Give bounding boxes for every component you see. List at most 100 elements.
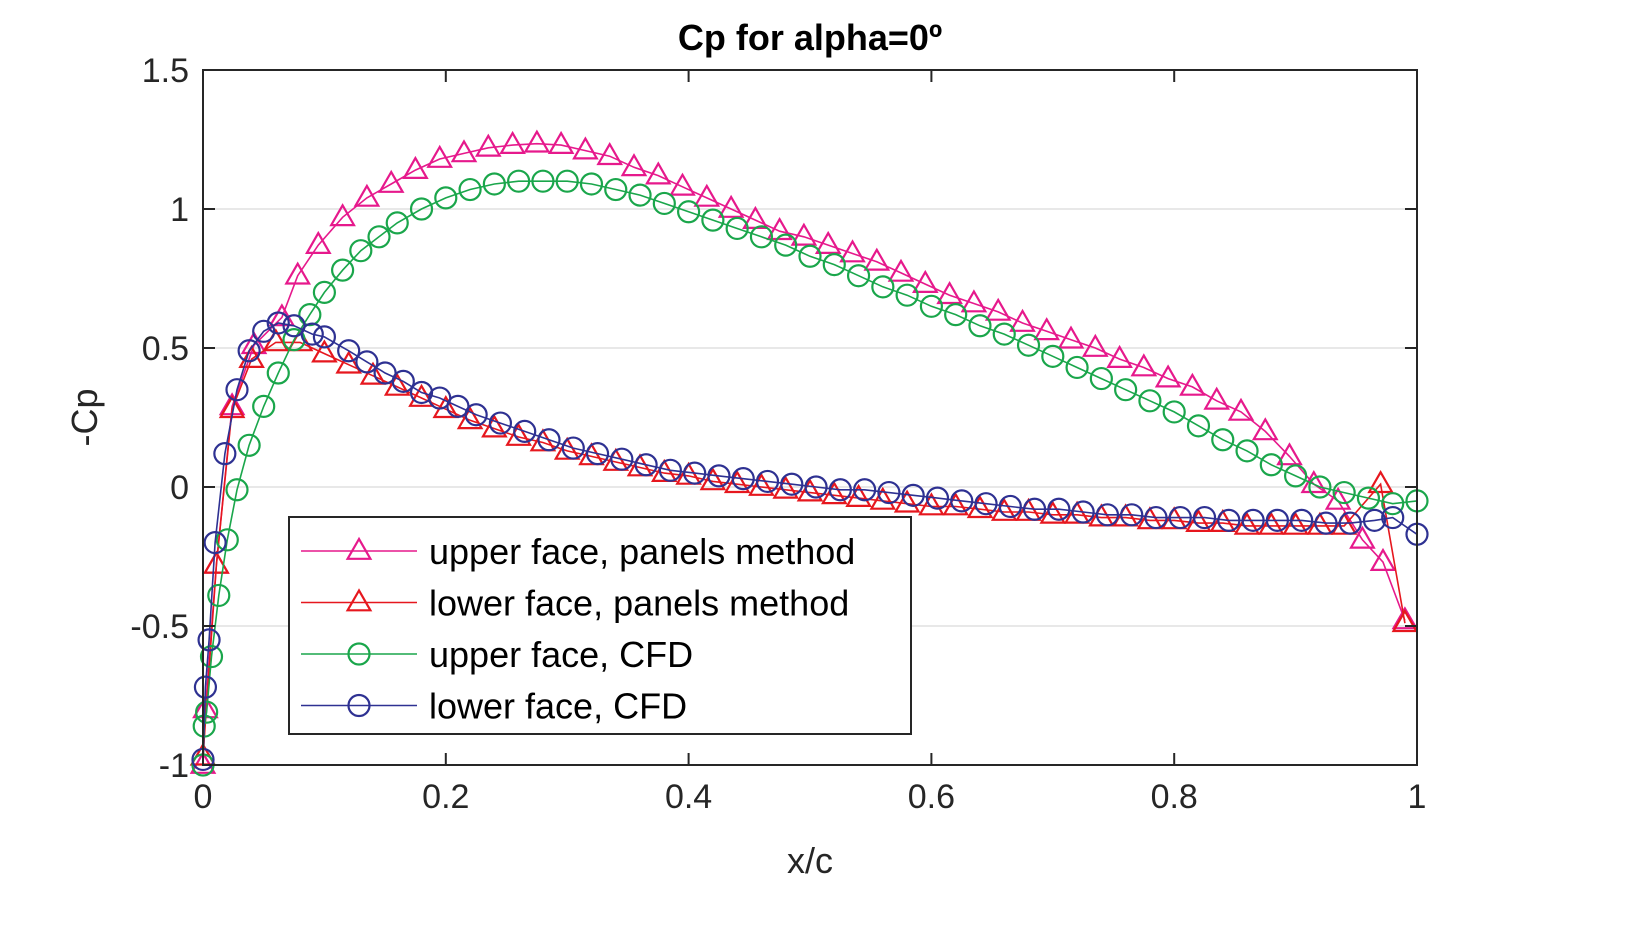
data-point	[936, 280, 963, 305]
data-point	[195, 700, 219, 724]
data-point	[723, 469, 751, 494]
legend-label: lower face, panels method	[429, 583, 849, 624]
data-point	[620, 153, 648, 177]
x-tick-label: 0.8	[1151, 778, 1198, 816]
data-point	[505, 422, 532, 446]
data-point	[1022, 497, 1047, 521]
data-point	[869, 486, 897, 510]
data-point	[1095, 503, 1120, 527]
data-point	[1162, 400, 1186, 424]
data-point	[1391, 608, 1419, 633]
data-point	[804, 475, 828, 499]
data-point	[1324, 486, 1352, 510]
data-point	[1362, 508, 1387, 532]
data-point	[507, 169, 531, 193]
data-point	[717, 194, 745, 218]
data-point	[1186, 414, 1211, 438]
data-point	[839, 239, 866, 263]
data-point	[207, 583, 231, 608]
data-point	[1227, 397, 1255, 421]
data-point	[1016, 333, 1041, 357]
data-point	[585, 442, 610, 466]
data-point	[1217, 508, 1241, 532]
data-point	[329, 203, 356, 227]
x-tick-label: 1	[1408, 778, 1427, 816]
data-point	[450, 139, 478, 163]
data-point	[1192, 505, 1217, 530]
data-point	[707, 464, 731, 488]
data-point	[1381, 492, 1405, 516]
data-point	[877, 480, 901, 505]
data-point	[1283, 464, 1308, 488]
series-layer	[189, 129, 1429, 777]
legend-label: upper face, CFD	[429, 634, 693, 675]
data-point	[1369, 547, 1397, 572]
legend-box	[288, 516, 912, 735]
data-point	[482, 172, 506, 196]
ticks	[202, 69, 1418, 766]
data-point	[1144, 505, 1168, 530]
data-point	[298, 303, 322, 327]
legend-item-3: lower face, CFD	[301, 686, 687, 727]
data-point	[499, 130, 526, 154]
data-point	[893, 489, 921, 513]
data-point	[652, 191, 676, 216]
data-point	[1106, 344, 1133, 368]
data-point	[683, 461, 707, 485]
data-point	[312, 325, 336, 349]
data-point	[513, 419, 537, 443]
data-point	[845, 483, 872, 507]
data-point	[1235, 439, 1259, 463]
tick-labels: 0 0.2 0.4 0.6 0.8 1 -1 -0.5 0 0.5 1 1.5	[130, 52, 1426, 816]
data-point	[596, 141, 624, 166]
data-point	[1349, 525, 1376, 549]
data-point	[213, 442, 237, 466]
data-point	[731, 467, 755, 491]
data-point	[481, 414, 508, 438]
legend-marker	[345, 588, 373, 612]
data-point	[193, 675, 218, 699]
data-point	[974, 492, 998, 516]
data-point	[822, 253, 846, 277]
data-point	[284, 261, 312, 285]
data-point	[1081, 333, 1109, 357]
data-point	[1114, 378, 1138, 402]
data-point	[432, 394, 460, 419]
data-point	[766, 216, 793, 241]
data-point	[1251, 417, 1279, 441]
series-line-2	[202, 180, 1418, 766]
y-axis-title: -Cp	[64, 388, 105, 446]
data-point	[349, 239, 373, 263]
data-point	[1009, 308, 1036, 332]
data-point	[676, 200, 701, 224]
data-point	[853, 478, 877, 502]
series-3	[191, 311, 1429, 772]
data-point	[699, 467, 727, 491]
data-point	[203, 550, 230, 574]
data-point	[531, 169, 555, 193]
legend-marker	[345, 536, 373, 560]
data-point	[1276, 442, 1303, 466]
data-point	[658, 458, 682, 482]
data-point	[1308, 475, 1332, 499]
data-point	[701, 208, 725, 232]
data-point	[749, 225, 774, 249]
data-point	[1265, 508, 1289, 532]
data-point	[311, 339, 338, 363]
data-point	[572, 136, 599, 160]
legend-label: upper face, panels method	[429, 531, 855, 572]
data-point	[610, 447, 634, 471]
data-point	[1211, 428, 1235, 452]
data-point	[1168, 505, 1192, 530]
data-point	[237, 433, 261, 457]
data-point	[1057, 325, 1085, 349]
data-point	[944, 303, 968, 327]
data-point	[984, 297, 1012, 321]
data-point	[1259, 453, 1283, 477]
data-point	[266, 361, 290, 385]
data-point	[798, 244, 822, 268]
y-tick-label: 1.5	[142, 52, 189, 90]
data-point	[925, 486, 950, 510]
data-point	[1356, 486, 1381, 510]
